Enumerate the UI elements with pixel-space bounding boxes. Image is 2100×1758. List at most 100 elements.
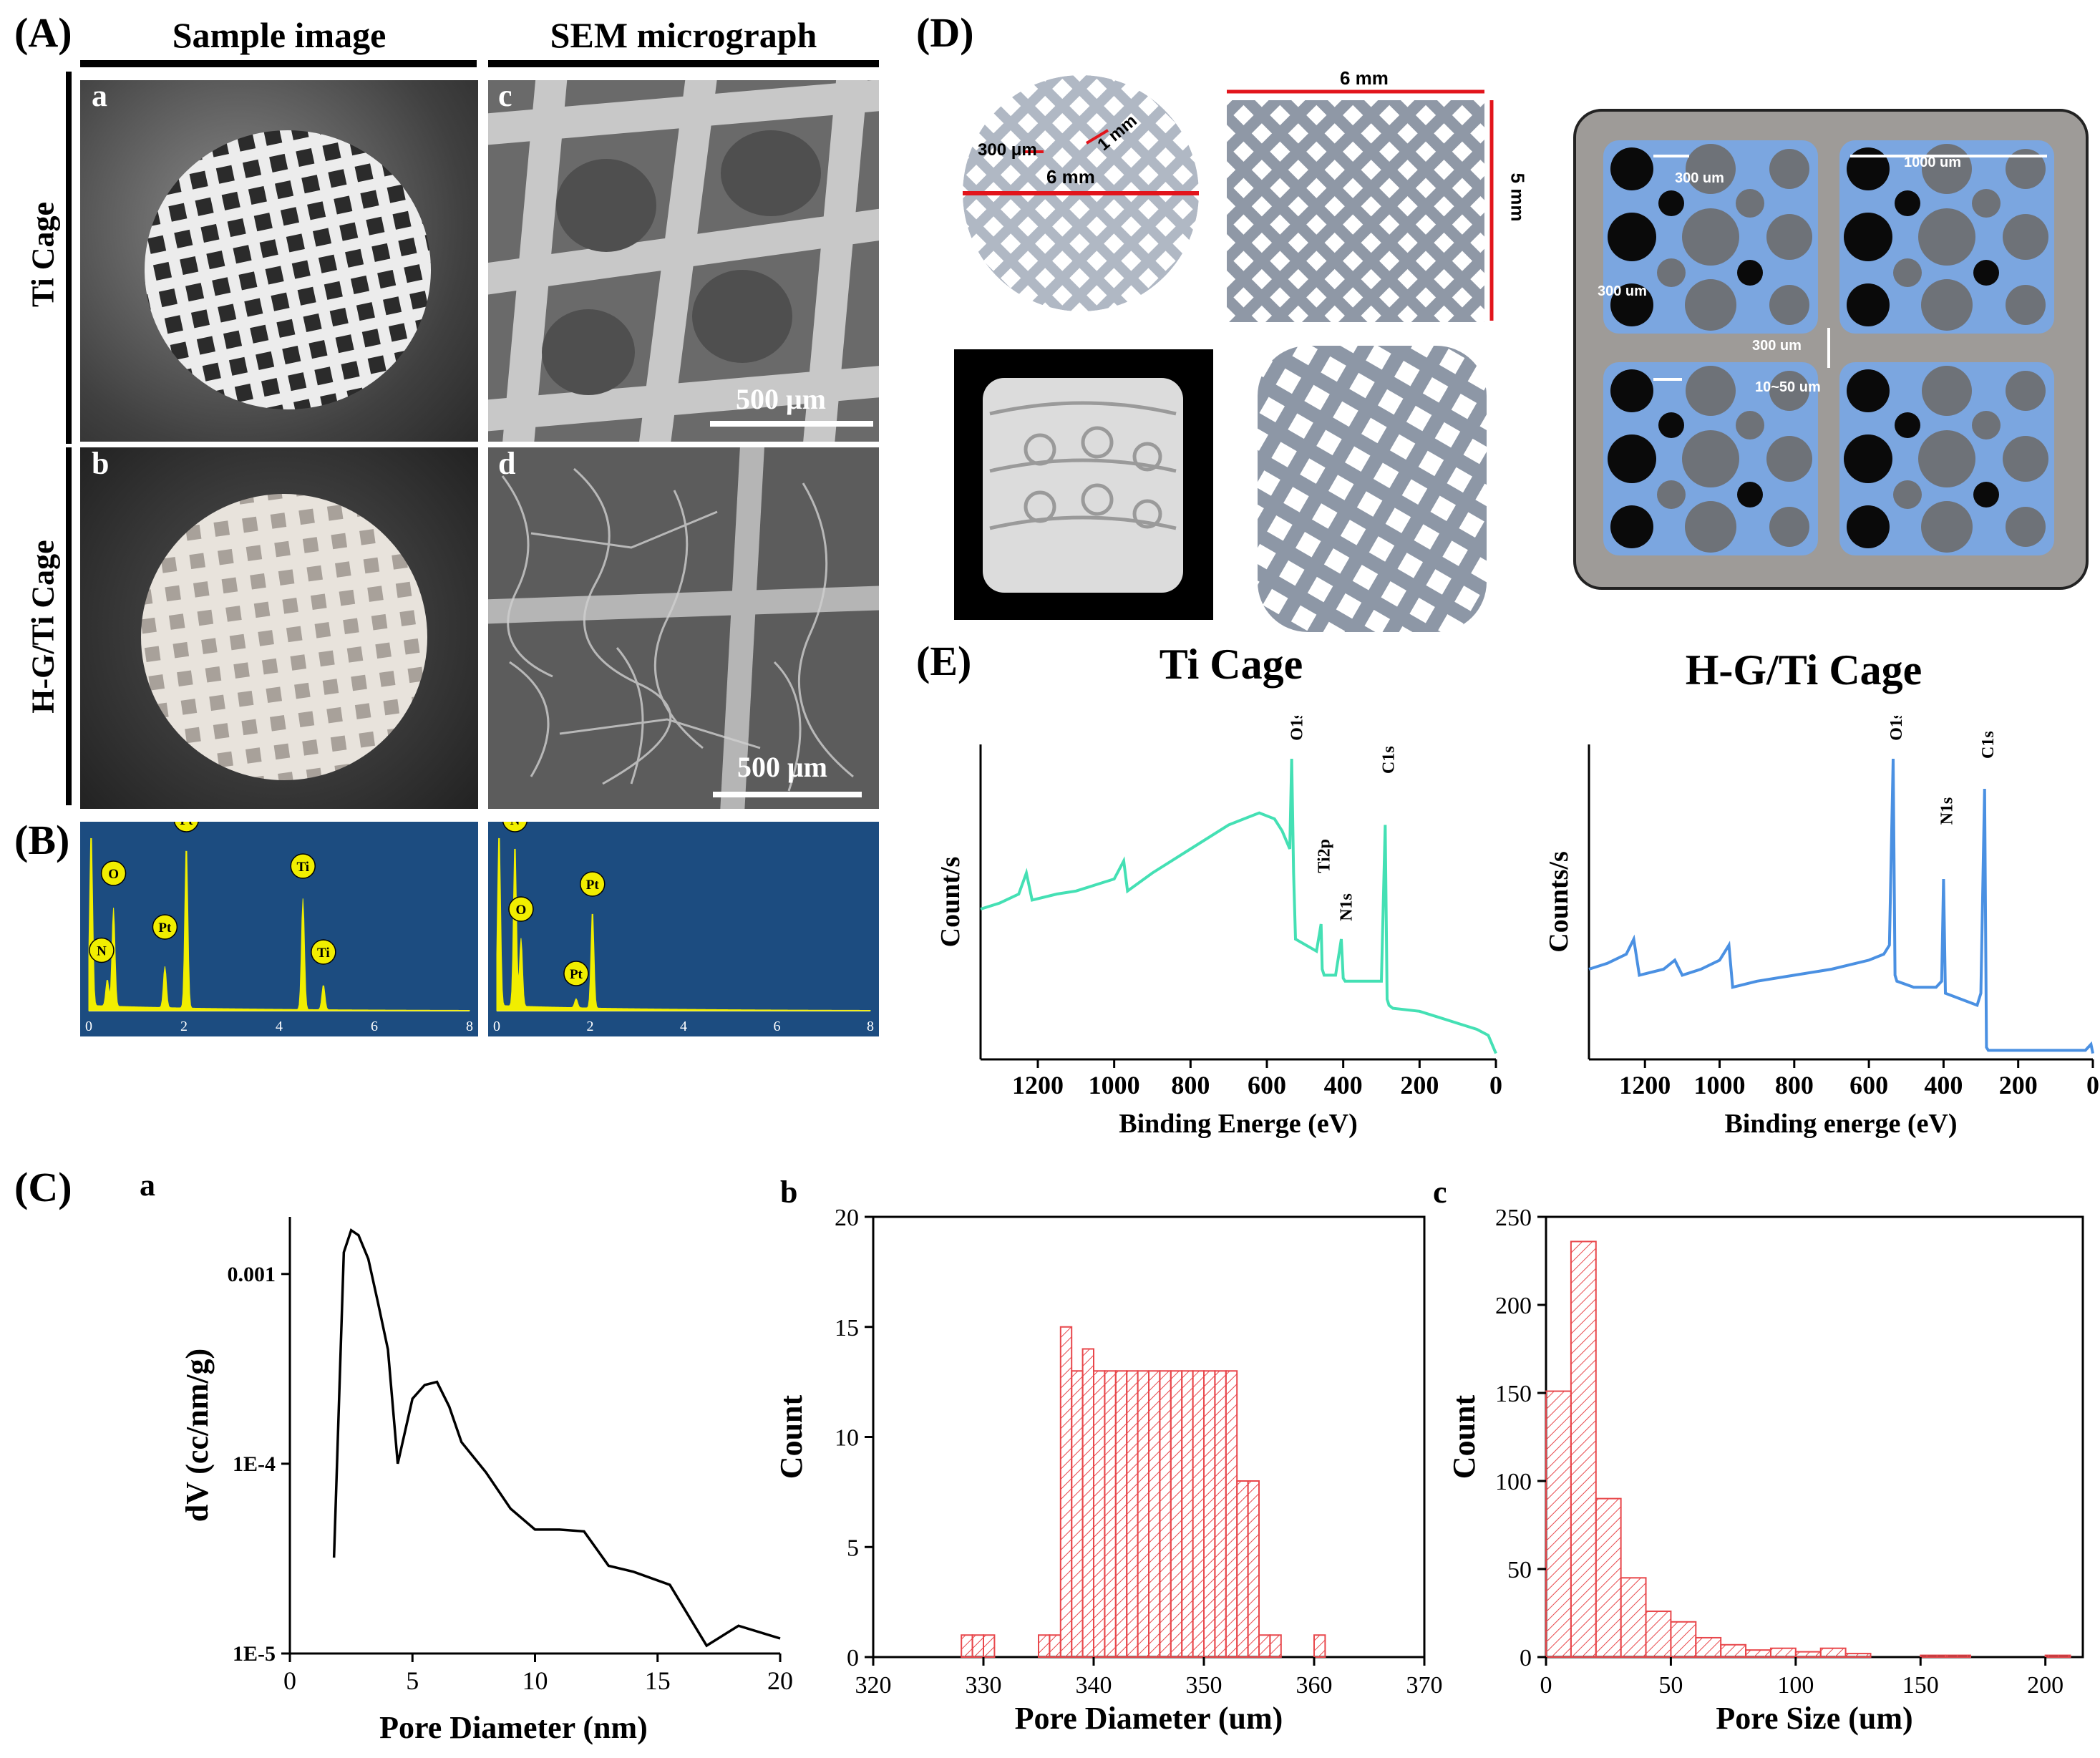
dim-6mm-top: 6 mm xyxy=(1340,67,1389,89)
ca-x-tick-label: 5 xyxy=(406,1666,419,1695)
schematic-pore xyxy=(2006,149,2046,189)
image-hg-cage-sem xyxy=(488,447,879,809)
scale-label-d: 500 μm xyxy=(737,751,827,783)
schematic-pore xyxy=(1918,208,1975,266)
hist-bar xyxy=(983,1634,996,1658)
sub-label-c: c xyxy=(498,78,512,113)
eds-peak-circle xyxy=(100,860,127,886)
image-ti-cage-sample xyxy=(80,80,478,442)
row-label-hg: H-G/Ti Cage xyxy=(25,540,61,714)
hist-y-tick-label: 50 xyxy=(1507,1557,1532,1583)
xps-x-tick-label: 800 xyxy=(1775,1071,1814,1099)
eds-tick-label: 8 xyxy=(466,1019,473,1034)
ca-y-tick-label: 1E-5 xyxy=(233,1642,276,1666)
hist-y-tick-label: 250 xyxy=(1495,1205,1532,1231)
eds-peak-marker: Ti xyxy=(290,853,316,879)
schematic-pore xyxy=(1736,411,1764,440)
column-header-sample: Sample image xyxy=(172,15,387,55)
sub-label-d: d xyxy=(498,446,516,481)
ca-y-tick-label: 1E-4 xyxy=(233,1452,276,1476)
hist-bar xyxy=(1181,1370,1194,1658)
hist-bar xyxy=(1695,1636,1722,1659)
xps-y-axis-label: Counts/s xyxy=(1544,851,1574,953)
micro-ct-graphic xyxy=(983,378,1183,593)
eds-background xyxy=(80,822,478,1036)
eds-peak-marker: N xyxy=(89,937,115,963)
panel-label-D: (D) xyxy=(916,9,974,56)
hist-bar xyxy=(1258,1634,1271,1658)
image-ti-cage-sem xyxy=(488,80,879,442)
hist-x-tick-label: 320 xyxy=(855,1672,892,1699)
schematic-pore xyxy=(1895,190,1920,216)
panel-label-B: (B) xyxy=(14,817,70,863)
eds-tick-label: 0 xyxy=(85,1019,92,1034)
schematic-pore xyxy=(1682,208,1739,266)
lattice-circle-top-view xyxy=(963,75,1199,311)
column-header-sem: SEM micrograph xyxy=(550,15,817,55)
xps-left-title: Ti Cage xyxy=(1159,641,1303,688)
schematic-pore xyxy=(1769,285,1809,325)
xps-x-axis-label: Binding energe (eV) xyxy=(1724,1109,1957,1139)
hist-bar xyxy=(1093,1370,1106,1658)
schematic-pore xyxy=(1844,213,1892,261)
schematic-pore xyxy=(1844,434,1892,483)
hist-x-tick-label: 350 xyxy=(1186,1672,1222,1699)
pore-dist-chart-a: 0 5 10 15 20 1E-5 1E-4 0.001 Pore Diameter (nm) d… xyxy=(180,1217,793,1745)
column-header-rule-right xyxy=(488,60,879,67)
xps-x-tick-label: 1000 xyxy=(1089,1071,1140,1099)
hist-bar xyxy=(1148,1370,1161,1658)
xps-x-tick-label: 0 xyxy=(2086,1071,2099,1099)
schematic-pore xyxy=(1847,283,1890,326)
hist-bar xyxy=(1225,1370,1238,1658)
hist-x-tick-label: 150 xyxy=(1902,1672,1939,1699)
row-label-ti: Ti Cage xyxy=(25,201,61,308)
eds-peak-label: N xyxy=(510,822,520,828)
schematic-pore xyxy=(1657,480,1686,509)
xps-x-tick-label: 800 xyxy=(1171,1071,1210,1099)
xps-right-title: H-G/Ti Cage xyxy=(1685,646,1922,694)
schematic-pore xyxy=(1658,412,1684,438)
sub-label-b: b xyxy=(92,446,110,481)
hg-sem-fibers-graphic xyxy=(488,447,879,809)
schematic-pore xyxy=(1736,189,1764,218)
pore-hist-chart-b: 320 330 340 350 360 370 0 5 10 15 20 Pore Diameter … xyxy=(780,1205,1443,1736)
scale-label-c: 500 μm xyxy=(736,383,826,415)
xps-series-line xyxy=(980,758,1497,1054)
hist-bar xyxy=(961,1634,973,1658)
scale-bar-d xyxy=(713,792,862,797)
hist-bar xyxy=(1570,1240,1597,1658)
ti-sem-struts-graphic xyxy=(488,80,879,442)
eds-peak-marker: Pt xyxy=(152,914,178,940)
schematic-pore xyxy=(1918,430,1975,487)
eds-spectrum-right: 0 2 4 6 8 N O Pt Pt xyxy=(488,822,879,1036)
hist-bar xyxy=(1081,1348,1095,1658)
hist-bar xyxy=(1214,1370,1227,1658)
ca-y-tick-label: 0.001 xyxy=(228,1263,276,1286)
xps-x-tick-label: 600 xyxy=(1248,1071,1286,1099)
schematic-pore xyxy=(2006,371,2046,411)
hist-x-tick-label: 330 xyxy=(966,1672,1002,1699)
eds-peak-label: O xyxy=(516,903,527,918)
xps-y-axis-label: Count/s xyxy=(935,857,966,948)
xps-peak-label: C1s xyxy=(1379,746,1398,774)
xps-peak-label: O1s xyxy=(1288,716,1306,741)
schematic-pore xyxy=(1685,279,1736,331)
hist-bar xyxy=(1945,1654,1972,1658)
hist-y-tick-label: 100 xyxy=(1495,1469,1532,1495)
hist-bar xyxy=(1620,1577,1647,1658)
ca-x-tick-label: 20 xyxy=(767,1666,793,1695)
schematic-pore xyxy=(1686,366,1736,416)
schematic-pore xyxy=(1921,501,1973,553)
schematic-pore xyxy=(1686,144,1736,194)
sub-label-Cb: b xyxy=(780,1175,798,1210)
hist-bar xyxy=(1071,1370,1084,1658)
hist-bar xyxy=(1313,1634,1326,1658)
pore-hist-chart-c: 0 50 100 150 200 0 50 100 150 200 250 Pore Size (um… xyxy=(1447,1205,2084,1736)
schematic-pore xyxy=(1972,411,2001,440)
schematic-pore xyxy=(1769,507,1809,547)
hist-bar xyxy=(1545,1390,1572,1658)
hist-x-tick-label: 100 xyxy=(1777,1672,1814,1699)
schematic-pore xyxy=(1847,505,1890,548)
eds-peak-circle xyxy=(502,822,528,832)
xps-x-tick-label: 200 xyxy=(1999,1071,2038,1099)
